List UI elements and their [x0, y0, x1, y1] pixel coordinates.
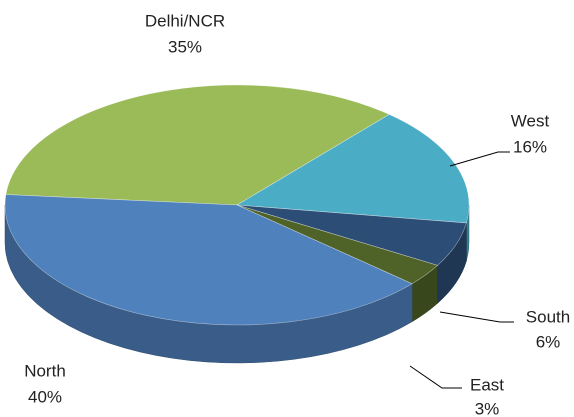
leader-line	[409, 365, 462, 389]
leader-line	[439, 311, 514, 323]
pie-slice	[4, 194, 413, 326]
value-label: 35%	[168, 37, 202, 56]
category-label: North	[24, 361, 66, 380]
category-label: Delhi/NCR	[145, 11, 225, 30]
pie-slice	[5, 84, 390, 206]
leader-line	[449, 151, 510, 167]
pie-slice	[236, 114, 470, 224]
category-label: East	[470, 375, 504, 394]
value-label: 3%	[475, 399, 500, 417]
value-label: 16%	[513, 137, 547, 156]
category-label: South	[526, 307, 570, 326]
value-label: 40%	[28, 387, 62, 406]
value-label: 6%	[536, 332, 561, 351]
category-label: West	[511, 111, 550, 130]
